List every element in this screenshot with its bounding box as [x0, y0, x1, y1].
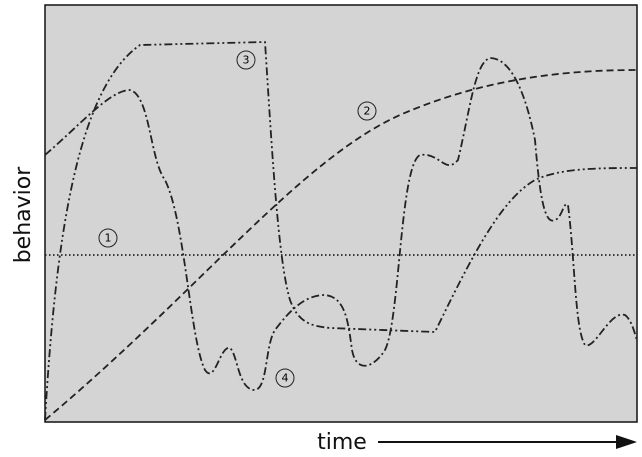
curve-4 — [44, 57, 638, 391]
label-circle — [98, 228, 118, 248]
arrow-head — [616, 435, 637, 449]
label-circle — [275, 368, 295, 388]
plot-area — [44, 4, 638, 423]
label-circle — [357, 101, 377, 121]
y-axis-label: behavior — [11, 166, 36, 264]
label-circle — [236, 50, 256, 70]
curve-label: 2 — [364, 105, 371, 118]
curve-3 — [44, 41, 638, 421]
curve-label: 4 — [282, 372, 289, 385]
curve-label: 3 — [243, 54, 250, 67]
curve-2 — [44, 69, 638, 421]
curve-labels: 1 2 3 4 — [98, 50, 377, 388]
curve-label: 1 — [105, 232, 112, 245]
x-axis-label: time — [317, 430, 367, 455]
